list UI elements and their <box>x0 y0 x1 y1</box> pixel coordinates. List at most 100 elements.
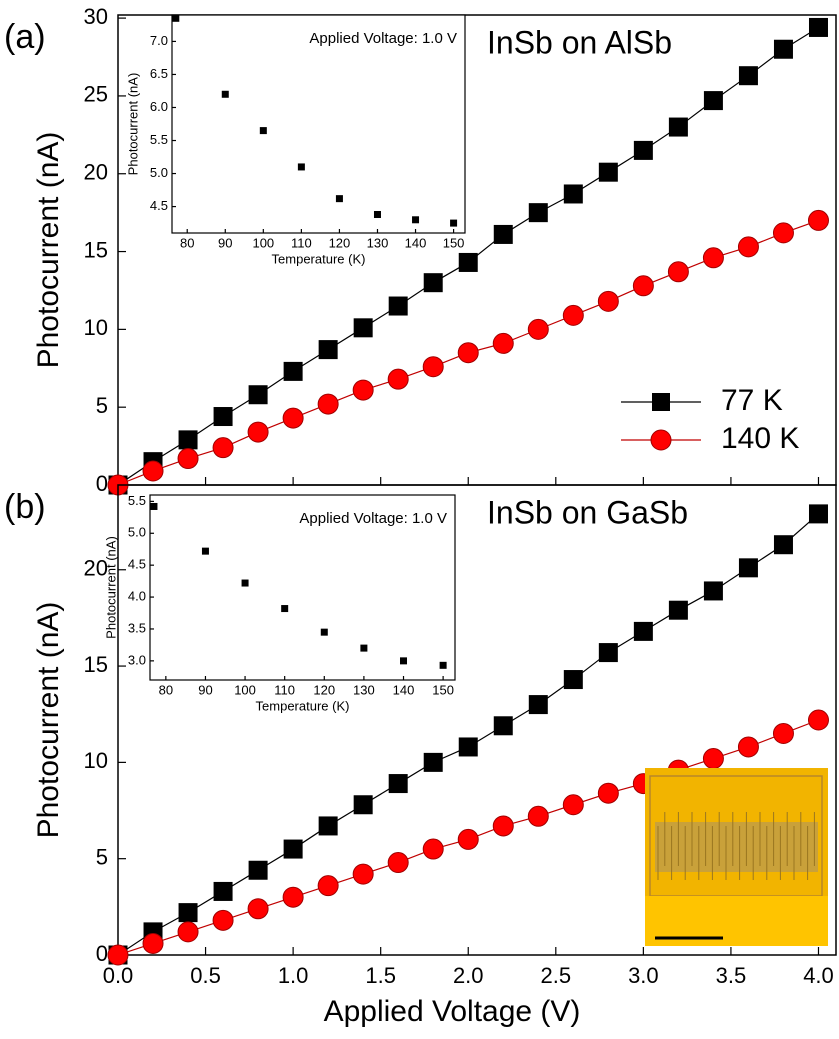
marker <box>172 14 180 22</box>
marker <box>317 393 339 415</box>
marker <box>178 430 198 450</box>
marker <box>142 932 164 954</box>
y-tick-label: 6.5 <box>150 66 168 81</box>
marker <box>632 275 654 297</box>
x-tick-label: 140 <box>405 235 427 250</box>
marker <box>808 504 828 524</box>
y-tick-label: 4.5 <box>128 557 146 572</box>
marker <box>493 716 513 736</box>
y-tick-label: 20 <box>84 556 108 581</box>
marker <box>282 407 304 429</box>
y-axis-label: Photocurrent (nA) <box>125 73 140 176</box>
marker <box>457 828 479 850</box>
marker <box>352 863 374 885</box>
marker <box>212 437 234 459</box>
y-tick-label: 5 <box>96 393 108 418</box>
x-tick-label: 2.0 <box>453 963 484 988</box>
marker <box>318 340 338 360</box>
marker <box>107 944 129 966</box>
y-tick-label: 30 <box>84 4 108 29</box>
marker <box>212 909 234 931</box>
marker <box>528 203 548 223</box>
annotation: Applied Voltage: 1.0 V <box>299 510 447 527</box>
marker <box>248 860 268 880</box>
x-tick-label: 100 <box>234 682 256 697</box>
marker <box>353 318 373 338</box>
marker <box>360 644 368 652</box>
x-tick-label: 110 <box>291 235 312 250</box>
y-axis-label: Photocurrent (nA) <box>32 132 65 369</box>
marker <box>439 661 447 669</box>
y-tick-label: 20 <box>84 160 108 185</box>
marker <box>335 195 343 203</box>
x-tick-label: 130 <box>367 235 389 250</box>
marker <box>528 695 548 715</box>
y-tick-label: 3.0 <box>128 652 146 667</box>
marker <box>241 579 249 587</box>
marker <box>702 247 724 269</box>
marker <box>247 421 269 443</box>
marker <box>178 903 198 923</box>
y-tick-label: 7.0 <box>150 33 168 48</box>
marker <box>563 184 583 204</box>
x-tick-label: 130 <box>353 682 375 697</box>
x-tick-label: 120 <box>329 235 351 250</box>
marker <box>703 581 723 601</box>
marker <box>373 211 381 219</box>
main-plot: 0 5 10 15 20 0.0 0.5 1.0 1.5 2.0 2.5 3.0 3.5 4.0 Photo… <box>4 484 837 1028</box>
marker <box>738 66 758 86</box>
y-tick-label: 15 <box>84 237 108 262</box>
marker <box>562 794 584 816</box>
y-tick-label: 0 <box>96 941 108 966</box>
legend-label: 77 K <box>721 384 783 417</box>
x-tick-label: 0.0 <box>103 963 134 988</box>
main-plot: 0 5 10 15 20 25 30 Photocurrent (nA) (a) InSb on … <box>4 4 837 496</box>
marker <box>352 379 374 401</box>
x-tick-label: 90 <box>198 682 212 697</box>
marker <box>248 385 268 405</box>
marker <box>703 91 723 111</box>
marker <box>213 881 233 901</box>
x-tick-label: 2.5 <box>541 963 572 988</box>
marker <box>702 748 724 770</box>
y-tick-label: 5.5 <box>128 493 146 508</box>
x-tick-label: 140 <box>393 682 415 697</box>
marker <box>808 17 828 37</box>
annotation: InSb on AlSb <box>487 24 672 60</box>
x-axis-label: Temperature (K) <box>256 698 350 713</box>
marker <box>297 163 305 171</box>
marker <box>772 722 794 744</box>
marker <box>142 460 164 482</box>
marker <box>458 737 478 757</box>
x-axis-label: Temperature (K) <box>272 251 366 266</box>
marker <box>633 140 653 160</box>
marker <box>527 318 549 340</box>
marker <box>422 356 444 378</box>
x-tick-label: 3.0 <box>628 963 659 988</box>
x-tick-label: 0.5 <box>190 963 221 988</box>
marker <box>177 921 199 943</box>
marker <box>423 752 443 772</box>
panel-label: (b) <box>4 488 46 526</box>
annotation: Applied Voltage: 1.0 V <box>309 30 457 47</box>
marker <box>737 236 759 258</box>
marker <box>387 368 409 390</box>
marker <box>458 252 478 272</box>
marker <box>412 216 420 224</box>
marker <box>563 670 583 690</box>
marker <box>807 209 829 231</box>
x-tick-label: 4.0 <box>803 963 834 988</box>
marker <box>150 502 158 510</box>
marker <box>667 261 689 283</box>
marker <box>493 224 513 244</box>
marker <box>320 628 328 636</box>
plot-frame <box>149 494 456 681</box>
marker <box>527 805 549 827</box>
marker <box>283 361 303 381</box>
x-tick-label: 110 <box>274 682 295 697</box>
plot-frame <box>117 484 837 956</box>
marker <box>353 795 373 815</box>
marker <box>492 815 514 837</box>
y-tick-label: 5.0 <box>128 525 146 540</box>
